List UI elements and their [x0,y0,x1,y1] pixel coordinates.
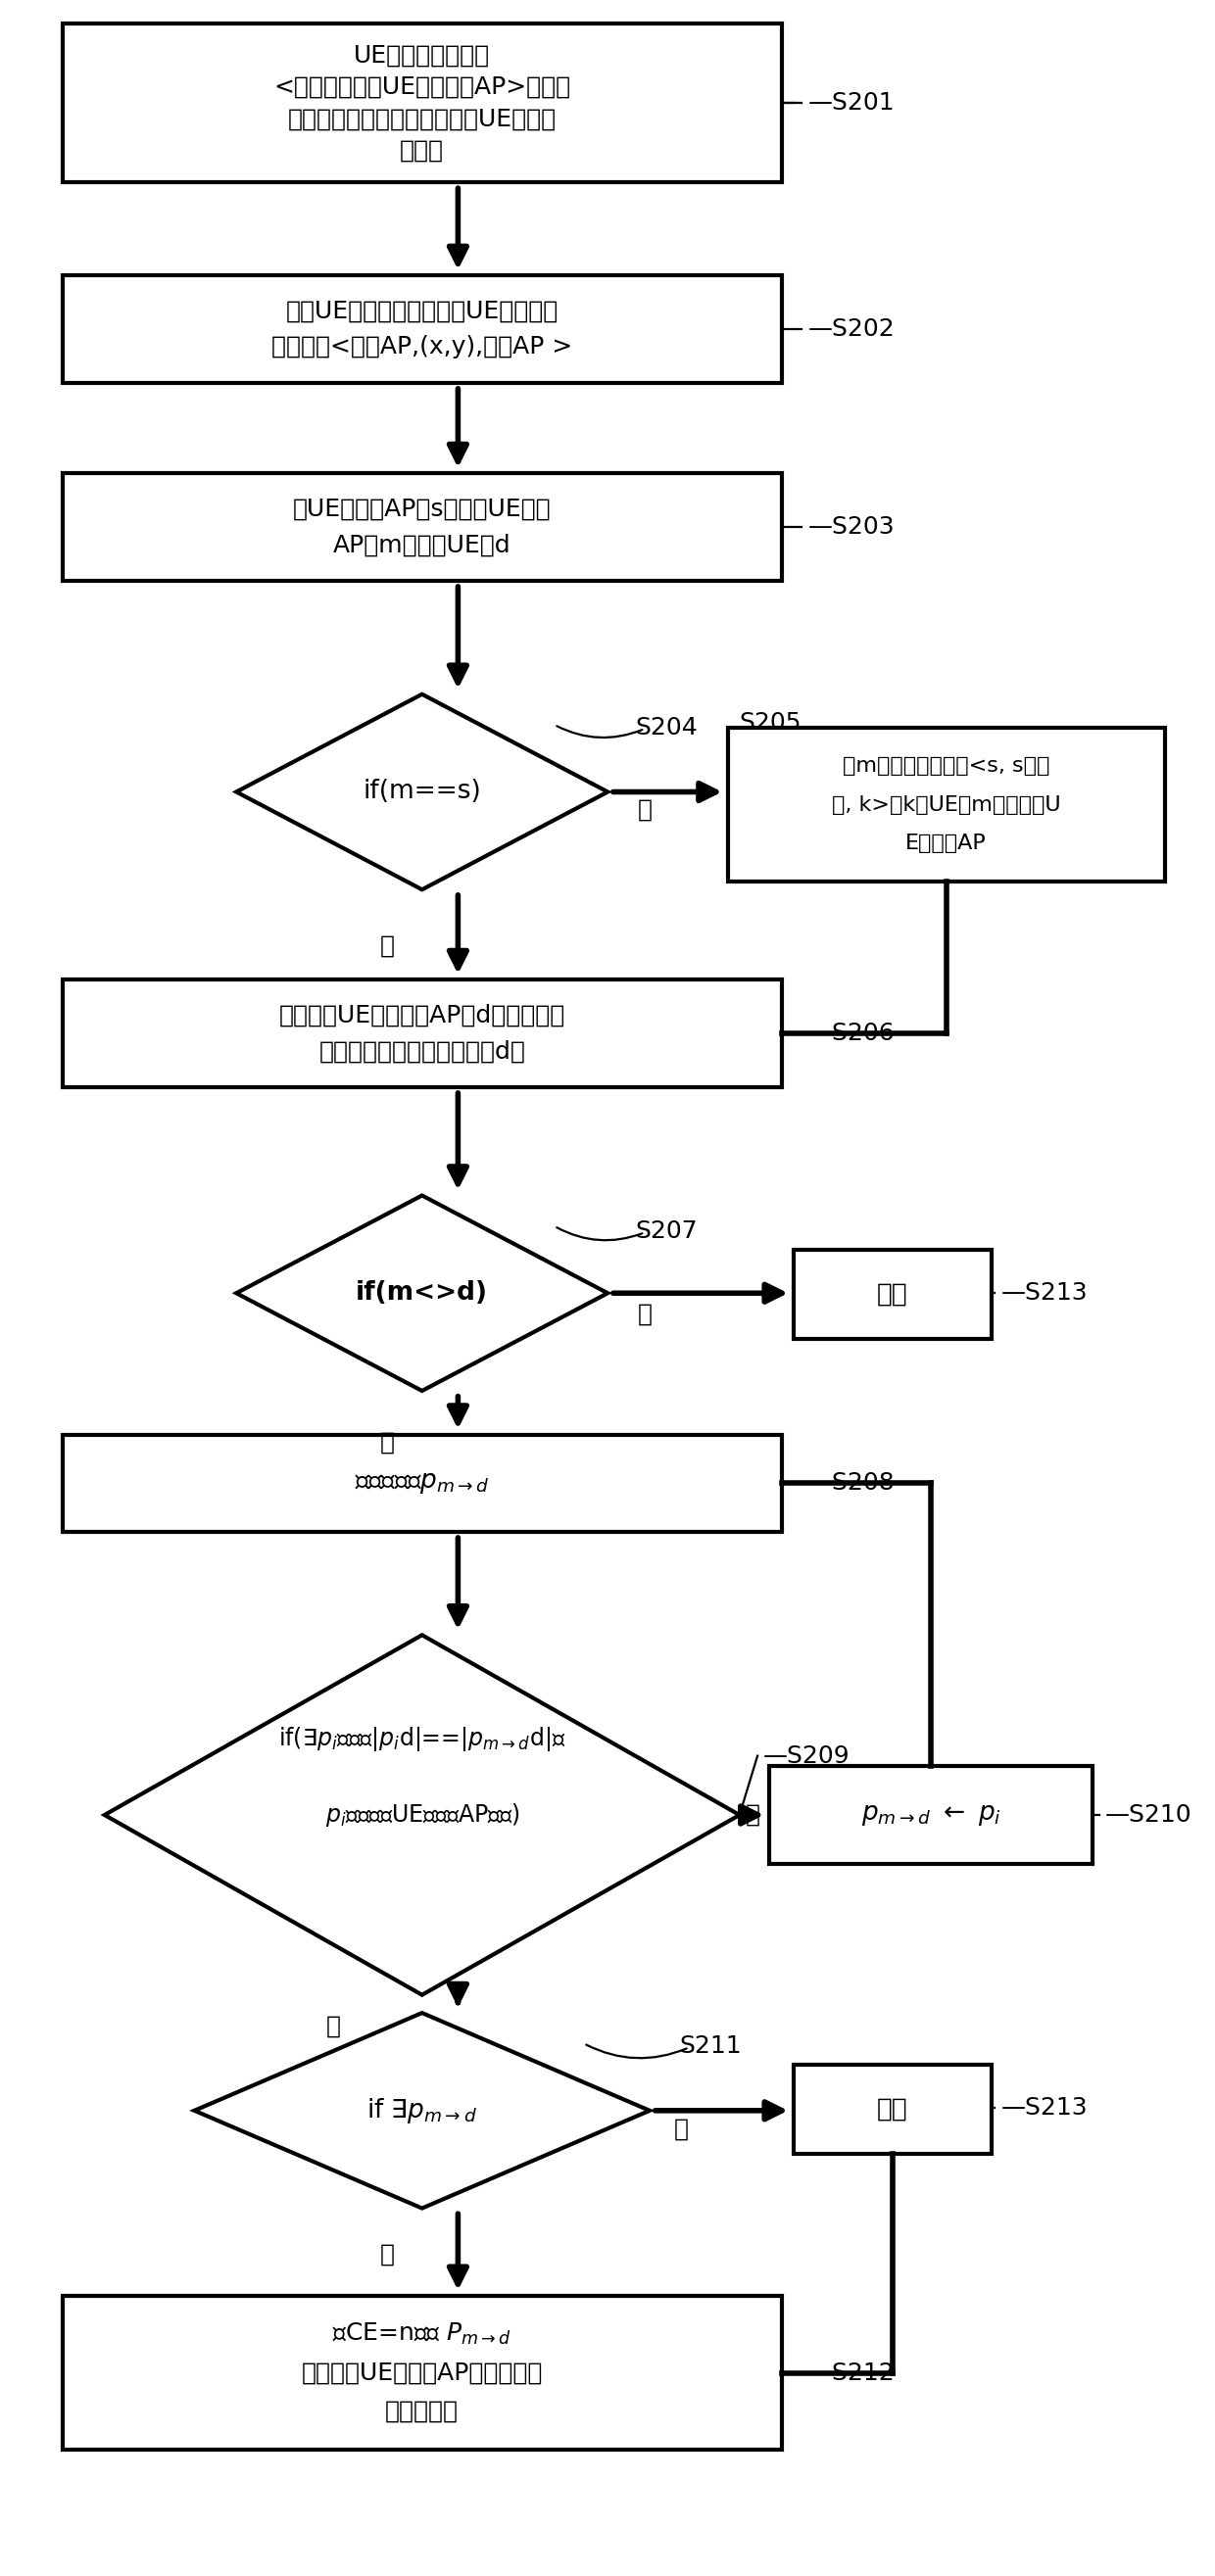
Text: 径发布控制报文，目标点为d。: 径发布控制报文，目标点为d。 [318,1041,525,1064]
Text: if(m<>d): if(m<>d) [356,1280,488,1306]
Text: 否: 否 [638,1301,652,1327]
Text: —S213: —S213 [1001,2097,1087,2120]
Text: —S213: —S213 [1001,1280,1087,1306]
FancyBboxPatch shape [63,1435,781,1533]
Text: AP为m，目标UE为d: AP为m，目标UE为d [333,533,512,556]
Text: if ∃$p_{m\rightarrow d}$: if ∃$p_{m\rightarrow d}$ [367,2097,477,2125]
Text: 求最佳路径$p_{m\rightarrow d}$: 求最佳路径$p_{m\rightarrow d}$ [355,1471,490,1497]
Text: $p_{m\rightarrow d}$ $\leftarrow$ $p_i$: $p_{m\rightarrow d}$ $\leftarrow$ $p_i$ [861,1803,1001,1829]
Text: 结束: 结束 [877,1283,908,1306]
Text: 是: 是 [380,935,395,958]
Text: S207: S207 [635,1218,697,1244]
Text: —S201: —S201 [808,90,894,116]
Text: 接入或中继: 接入或中继 [385,2401,459,2424]
Text: if(m==s): if(m==s) [363,778,481,804]
Text: 决定唯一路径，所以可用终点UE作为路: 决定唯一路径，所以可用终点UE作为路 [288,108,556,131]
Text: 是: 是 [380,1430,395,1453]
Text: 在m中添加路由表项<s, s的坐: 在m中添加路由表项<s, s的坐 [843,757,1050,775]
Text: S204: S204 [635,716,697,739]
Text: <路径名，终点UE，下一跳AP>，终点: <路径名，终点UE，下一跳AP>，终点 [273,75,571,98]
Text: if(∃$p_i$，使得|$p_i$d|==|$p_{m\rightarrow d}$d|，: if(∃$p_i$，使得|$p_i$d|==|$p_{m\rightarrow … [278,1726,566,1754]
FancyBboxPatch shape [769,1767,1094,1865]
Text: S205: S205 [740,711,802,734]
Text: —S209: —S209 [763,1744,850,1767]
Text: E所连接AP: E所连接AP [905,835,987,853]
Text: —S212: —S212 [808,2362,894,2385]
FancyBboxPatch shape [63,276,781,384]
FancyBboxPatch shape [63,474,781,582]
Text: 原UE所连接AP为s，当前UE所连: 原UE所连接AP为s，当前UE所连 [293,497,552,520]
Text: —S202: —S202 [808,317,894,340]
Polygon shape [194,2012,650,2208]
Text: 是: 是 [380,2244,395,2267]
Polygon shape [104,1636,740,1994]
Text: $p_i$为上一跳UE选择的AP路由): $p_i$为上一跳UE选择的AP路由) [324,1801,519,1829]
Text: 结束: 结束 [877,2097,908,2123]
Text: —S210: —S210 [1104,1803,1192,1826]
FancyBboxPatch shape [728,726,1165,881]
Text: 否: 否 [673,2117,689,2141]
Text: 路由表项<邻居AP,(x,y),邻居AP >: 路由表项<邻居AP,(x,y),邻居AP > [271,335,572,358]
Text: 否: 否 [326,2014,341,2038]
Text: 标, k>，k为UE点m的上一跳U: 标, k>，k为UE点m的上一跳U [832,796,1061,814]
FancyBboxPatch shape [63,2295,781,2450]
FancyBboxPatch shape [63,23,781,183]
FancyBboxPatch shape [63,979,781,1087]
Text: 否: 否 [638,799,652,822]
Text: —S208: —S208 [808,1471,894,1494]
Text: 在CE=n时沿 $P_{m\rightarrow d}$: 在CE=n时沿 $P_{m\rightarrow d}$ [333,2321,512,2347]
Text: —S206: —S206 [808,1023,894,1046]
Text: 每个UE要针对其每个邻居UE建立一个: 每个UE要针对其每个邻居UE建立一个 [286,299,559,322]
Text: 是: 是 [746,1803,761,1826]
Text: 的下一跳UE选择的AP进行切换、: 的下一跳UE选择的AP进行切换、 [301,2362,543,2385]
FancyBboxPatch shape [793,2063,991,2154]
FancyBboxPatch shape [793,1249,991,1340]
Text: 径名。: 径名。 [400,139,445,162]
Text: 取一任意UE所在位置AP点d，形成一路: 取一任意UE所在位置AP点d，形成一路 [279,1005,565,1028]
Text: UE的路由表格式为: UE的路由表格式为 [354,44,490,67]
Polygon shape [237,693,608,889]
Text: —S203: —S203 [808,515,894,538]
Polygon shape [237,1195,608,1391]
Text: S211: S211 [679,2035,742,2058]
